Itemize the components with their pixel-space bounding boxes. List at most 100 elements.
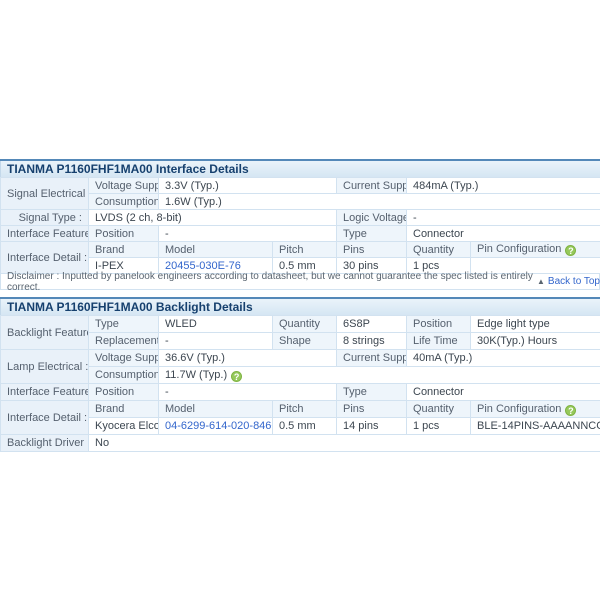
group-label-interface-features: Interface Features : [0,225,89,242]
back-to-top-label: Back to Top [547,276,600,287]
key-logic-voltage: Logic Voltage [336,209,407,226]
group-label-signal-type: Signal Type : [0,209,89,226]
value-logic-voltage: - [405,209,600,226]
key-bl-position: Position [406,315,471,333]
column-header-quantity: Quantity [406,400,471,418]
value-bl-lifetime: 30K(Typ.) Hours [469,332,600,350]
backlight-section-title: TIANMA P1160FHF1MA00 Backlight Details [0,297,600,316]
disclaimer-bar: Disclaimer : Inputted by panelook engine… [0,270,600,293]
value-bl-type: WLED [158,315,273,333]
table-row: Interface Features : Position - Type Con… [0,383,600,401]
key-voltage-supply: Voltage Supply [88,177,159,194]
table-row: Consumption 1.6W (Typ.) [1,193,600,210]
key-bl-position2: Position [88,383,159,401]
cell-model: 20455-030E-76 [158,257,273,274]
back-to-top-link[interactable]: ▲ Back to Top [537,276,600,287]
column-header-pins: Pins [336,400,407,418]
key-bl-shape: Shape [272,332,337,350]
value-lamp-consumption: 11.7W (Typ.)? [157,366,600,384]
interface-details-table: TIANMA P1160FHF1MA00 Interface Details S… [0,159,600,274]
value-backlight-driver: No [87,434,600,452]
column-header-pin-configuration: Pin Configuration? [469,400,600,418]
value-bl-position2: - [158,383,337,401]
value-voltage-supply: 3.3V (Typ.) [158,177,337,194]
cell-pin-configuration: BLE-14PINS-AAAANNCCCCCCCC [469,417,600,435]
table-row: Backlight Features : Type WLED Quantity … [0,315,600,350]
cell-pin-configuration [469,257,600,274]
disclaimer-text: Disclaimer : Inputted by panelook engine… [7,270,533,293]
value-lamp-voltage-supply: 36.6V (Typ.) [158,349,337,367]
column-header-model: Model [158,400,273,418]
group-label-backlight-features: Backlight Features : [0,315,89,350]
column-header-pins: Pins [336,241,407,258]
key-current-supply: Current Supply [336,177,407,194]
cell-pitch: 0.5 mm [272,417,337,435]
group-label-interface-detail: Interface Detail : [0,241,89,274]
column-header-pitch: Pitch [272,400,337,418]
pin-configuration-label: Pin Configuration [477,402,562,415]
table-row: Signal Electrical : Voltage Supply 3.3V … [0,177,600,210]
table-row: Interface Detail : Brand Model Pitch Pin… [0,400,600,435]
table-row: Interface Features : Position - Type Con… [0,225,600,242]
value-bl-replacement: - [158,332,273,350]
model-link[interactable]: 04-6299-614-020-846+ [165,420,273,432]
column-header-pitch: Pitch [272,241,337,258]
model-link[interactable]: 20455-030E-76 [165,259,241,272]
table-row: Replacement - Shape 8 strings Life Time … [1,332,600,350]
cell-model: 04-6299-614-020-846+ [158,417,273,435]
cell-brand: I-PEX [88,257,159,274]
key-lamp-current-supply: Current Supply [336,349,407,367]
value-lamp-current-supply: 40mA (Typ.) [405,349,600,367]
backlight-details-table: TIANMA P1160FHF1MA00 Backlight Details B… [0,297,600,452]
key-type: Type [336,225,407,242]
lamp-consumption-text: 11.7W (Typ.) [165,368,228,381]
key-consumption: Consumption [88,193,159,210]
column-header-quantity: Quantity [406,241,471,258]
table-row: Lamp Electrical : Voltage Supply 36.6V (… [0,349,600,384]
cell-pins: 14 pins [336,417,407,435]
key-bl-quantity: Quantity [272,315,337,333]
key-bl-conn-type: Type [336,383,407,401]
key-bl-replacement: Replacement [88,332,159,350]
table-row: I-PEX 20455-030E-76 0.5 mm 30 pins 1 pcs [1,257,600,274]
key-position: Position [88,225,159,242]
table-row: Kyocera Elco 04-6299-614-020-846+ 0.5 mm… [1,417,600,435]
key-bl-lifetime: Life Time [406,332,471,350]
value-signal-type: LVDS (2 ch, 8-bit) [88,209,337,226]
group-label-backlight-driver: Backlight Driver : [0,434,89,452]
cell-pitch: 0.5 mm [272,257,337,274]
value-bl-shape: 8 strings [336,332,407,350]
table-row: Backlight Driver : No [0,434,600,452]
column-header-brand: Brand [88,241,159,258]
table-row: Signal Type : LVDS (2 ch, 8-bit) Logic V… [0,209,600,226]
key-lamp-voltage-supply: Voltage Supply [88,349,159,367]
cell-quantity: 1 pcs [406,417,471,435]
interface-section-title: TIANMA P1160FHF1MA00 Interface Details [0,159,600,178]
group-label-signal-electrical: Signal Electrical : [0,177,89,210]
value-consumption: 1.6W (Typ.) [157,193,600,210]
group-label-bl-interface-features: Interface Features : [0,383,89,401]
value-position: - [158,225,337,242]
pin-configuration-label: Pin Configuration [477,243,562,255]
value-type: Connector [405,225,600,242]
up-arrow-icon: ▲ [537,277,545,286]
table-row: Interface Detail : Brand Model Pitch Pin… [0,241,600,274]
value-current-supply: 484mA (Typ.) [405,177,600,194]
panel-spec-page: TIANMA P1160FHF1MA00 Interface Details S… [0,159,600,452]
value-bl-quantity: 6S8P [336,315,407,333]
key-lamp-consumption: Consumption [88,366,159,384]
column-header-pin-configuration: Pin Configuration? [469,241,600,258]
group-label-bl-interface-detail: Interface Detail : [0,400,89,435]
column-header-brand: Brand [88,400,159,418]
column-header-model: Model [158,241,273,258]
value-bl-conn-type: Connector [405,383,600,401]
help-icon[interactable]: ? [231,370,243,382]
cell-brand: Kyocera Elco [88,417,159,435]
group-label-lamp-electrical: Lamp Electrical : [0,349,89,384]
help-icon[interactable]: ? [565,245,577,256]
help-icon[interactable]: ? [565,404,577,416]
key-bl-type: Type [88,315,159,333]
cell-quantity: 1 pcs [406,257,471,274]
value-bl-position: Edge light type [469,315,600,333]
table-row: Consumption 11.7W (Typ.)? [1,366,600,384]
